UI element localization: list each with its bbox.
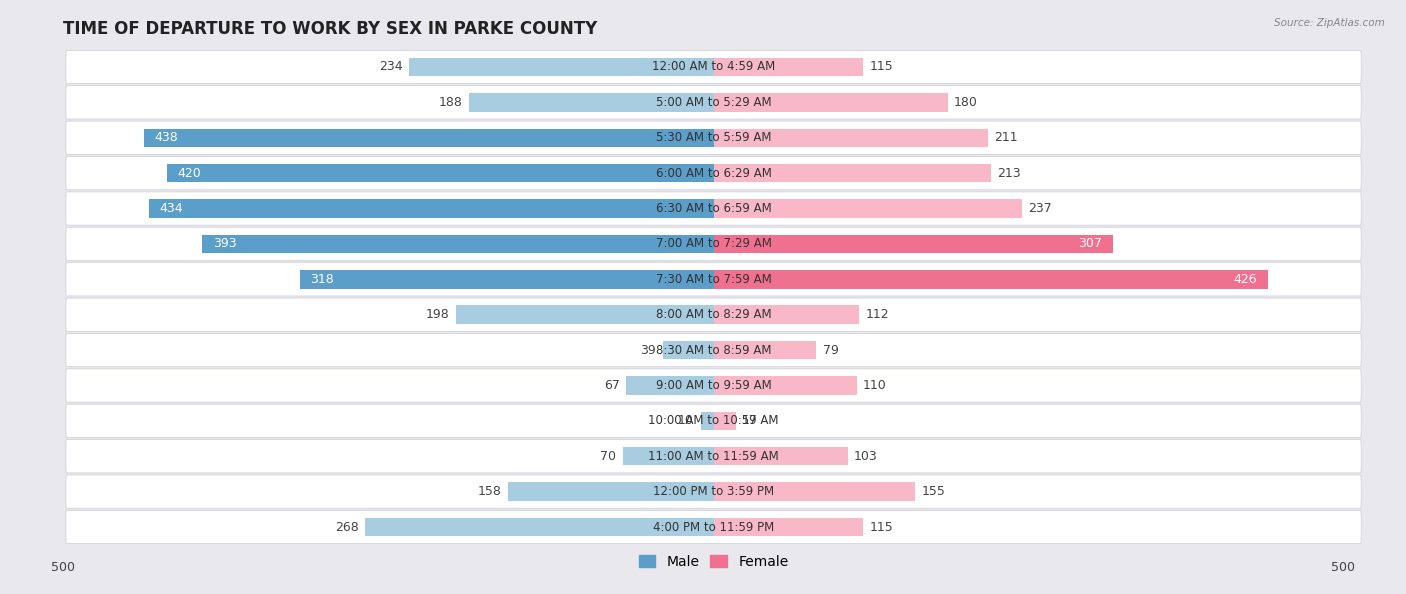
Text: 211: 211 <box>994 131 1018 144</box>
Text: 9:00 AM to 9:59 AM: 9:00 AM to 9:59 AM <box>655 379 772 392</box>
Text: 5:00 AM to 5:29 AM: 5:00 AM to 5:29 AM <box>655 96 772 109</box>
Bar <box>713 164 991 182</box>
Bar <box>409 58 713 76</box>
Text: 79: 79 <box>823 343 838 356</box>
FancyBboxPatch shape <box>66 50 1361 84</box>
Text: 115: 115 <box>869 61 893 74</box>
Bar <box>143 128 713 147</box>
Bar <box>713 341 817 359</box>
Text: 12:00 AM to 4:59 AM: 12:00 AM to 4:59 AM <box>652 61 775 74</box>
Text: 155: 155 <box>922 485 945 498</box>
Text: 8:00 AM to 8:29 AM: 8:00 AM to 8:29 AM <box>655 308 772 321</box>
Text: 103: 103 <box>853 450 877 463</box>
Text: 426: 426 <box>1233 273 1257 286</box>
Text: 6:00 AM to 6:29 AM: 6:00 AM to 6:29 AM <box>655 167 772 179</box>
Bar <box>713 58 863 76</box>
Text: 4:00 PM to 11:59 PM: 4:00 PM to 11:59 PM <box>652 520 775 533</box>
Text: 70: 70 <box>600 450 616 463</box>
Bar <box>713 200 1022 218</box>
Bar <box>713 447 848 466</box>
Bar <box>713 235 1112 253</box>
FancyBboxPatch shape <box>66 121 1361 154</box>
Text: 213: 213 <box>997 167 1021 179</box>
Bar <box>713 518 863 536</box>
FancyBboxPatch shape <box>66 440 1361 473</box>
Text: 434: 434 <box>159 202 183 215</box>
Text: 198: 198 <box>426 308 450 321</box>
Bar <box>470 93 713 112</box>
Text: 110: 110 <box>863 379 887 392</box>
Bar <box>713 412 735 430</box>
Text: 318: 318 <box>311 273 335 286</box>
FancyBboxPatch shape <box>66 405 1361 438</box>
Text: Source: ZipAtlas.com: Source: ZipAtlas.com <box>1274 18 1385 28</box>
Text: 420: 420 <box>177 167 201 179</box>
Text: 17: 17 <box>742 415 758 427</box>
Bar <box>713 93 948 112</box>
FancyBboxPatch shape <box>66 228 1361 261</box>
Text: 115: 115 <box>869 520 893 533</box>
Bar <box>713 482 915 501</box>
Bar <box>713 128 988 147</box>
Text: 158: 158 <box>478 485 502 498</box>
FancyBboxPatch shape <box>66 86 1361 119</box>
Text: 307: 307 <box>1078 238 1102 251</box>
Bar <box>508 482 713 501</box>
Text: 6:30 AM to 6:59 AM: 6:30 AM to 6:59 AM <box>655 202 772 215</box>
Bar <box>366 518 713 536</box>
FancyBboxPatch shape <box>66 369 1361 402</box>
Text: 10:00 AM to 10:59 AM: 10:00 AM to 10:59 AM <box>648 415 779 427</box>
Text: 268: 268 <box>335 520 359 533</box>
FancyBboxPatch shape <box>66 333 1361 366</box>
Text: 10: 10 <box>678 415 695 427</box>
Bar <box>623 447 713 466</box>
Text: 5:30 AM to 5:59 AM: 5:30 AM to 5:59 AM <box>655 131 772 144</box>
Text: 11:00 AM to 11:59 AM: 11:00 AM to 11:59 AM <box>648 450 779 463</box>
Bar <box>713 270 1268 289</box>
Bar <box>167 164 713 182</box>
Text: TIME OF DEPARTURE TO WORK BY SEX IN PARKE COUNTY: TIME OF DEPARTURE TO WORK BY SEX IN PARK… <box>63 20 598 37</box>
Bar <box>149 200 713 218</box>
Text: 12:00 PM to 3:59 PM: 12:00 PM to 3:59 PM <box>652 485 775 498</box>
Text: 438: 438 <box>155 131 179 144</box>
Text: 67: 67 <box>605 379 620 392</box>
Text: 39: 39 <box>641 343 657 356</box>
Bar <box>627 376 713 394</box>
Text: 500: 500 <box>1330 561 1355 574</box>
Legend: Male, Female: Male, Female <box>633 549 794 574</box>
FancyBboxPatch shape <box>66 298 1361 331</box>
FancyBboxPatch shape <box>66 192 1361 225</box>
Bar <box>202 235 713 253</box>
FancyBboxPatch shape <box>66 475 1361 508</box>
Text: 237: 237 <box>1028 202 1052 215</box>
Bar <box>713 376 856 394</box>
Text: 7:30 AM to 7:59 AM: 7:30 AM to 7:59 AM <box>655 273 772 286</box>
Bar <box>700 412 713 430</box>
Text: 112: 112 <box>866 308 890 321</box>
Text: 393: 393 <box>212 238 236 251</box>
Bar <box>662 341 713 359</box>
Text: 188: 188 <box>439 96 463 109</box>
FancyBboxPatch shape <box>66 510 1361 544</box>
Text: 500: 500 <box>51 561 76 574</box>
Text: 7:00 AM to 7:29 AM: 7:00 AM to 7:29 AM <box>655 238 772 251</box>
Text: 8:30 AM to 8:59 AM: 8:30 AM to 8:59 AM <box>655 343 772 356</box>
Bar <box>456 305 713 324</box>
FancyBboxPatch shape <box>66 263 1361 296</box>
Text: 180: 180 <box>955 96 979 109</box>
Bar <box>713 305 859 324</box>
FancyBboxPatch shape <box>66 156 1361 189</box>
Text: 234: 234 <box>380 61 402 74</box>
Bar <box>299 270 713 289</box>
